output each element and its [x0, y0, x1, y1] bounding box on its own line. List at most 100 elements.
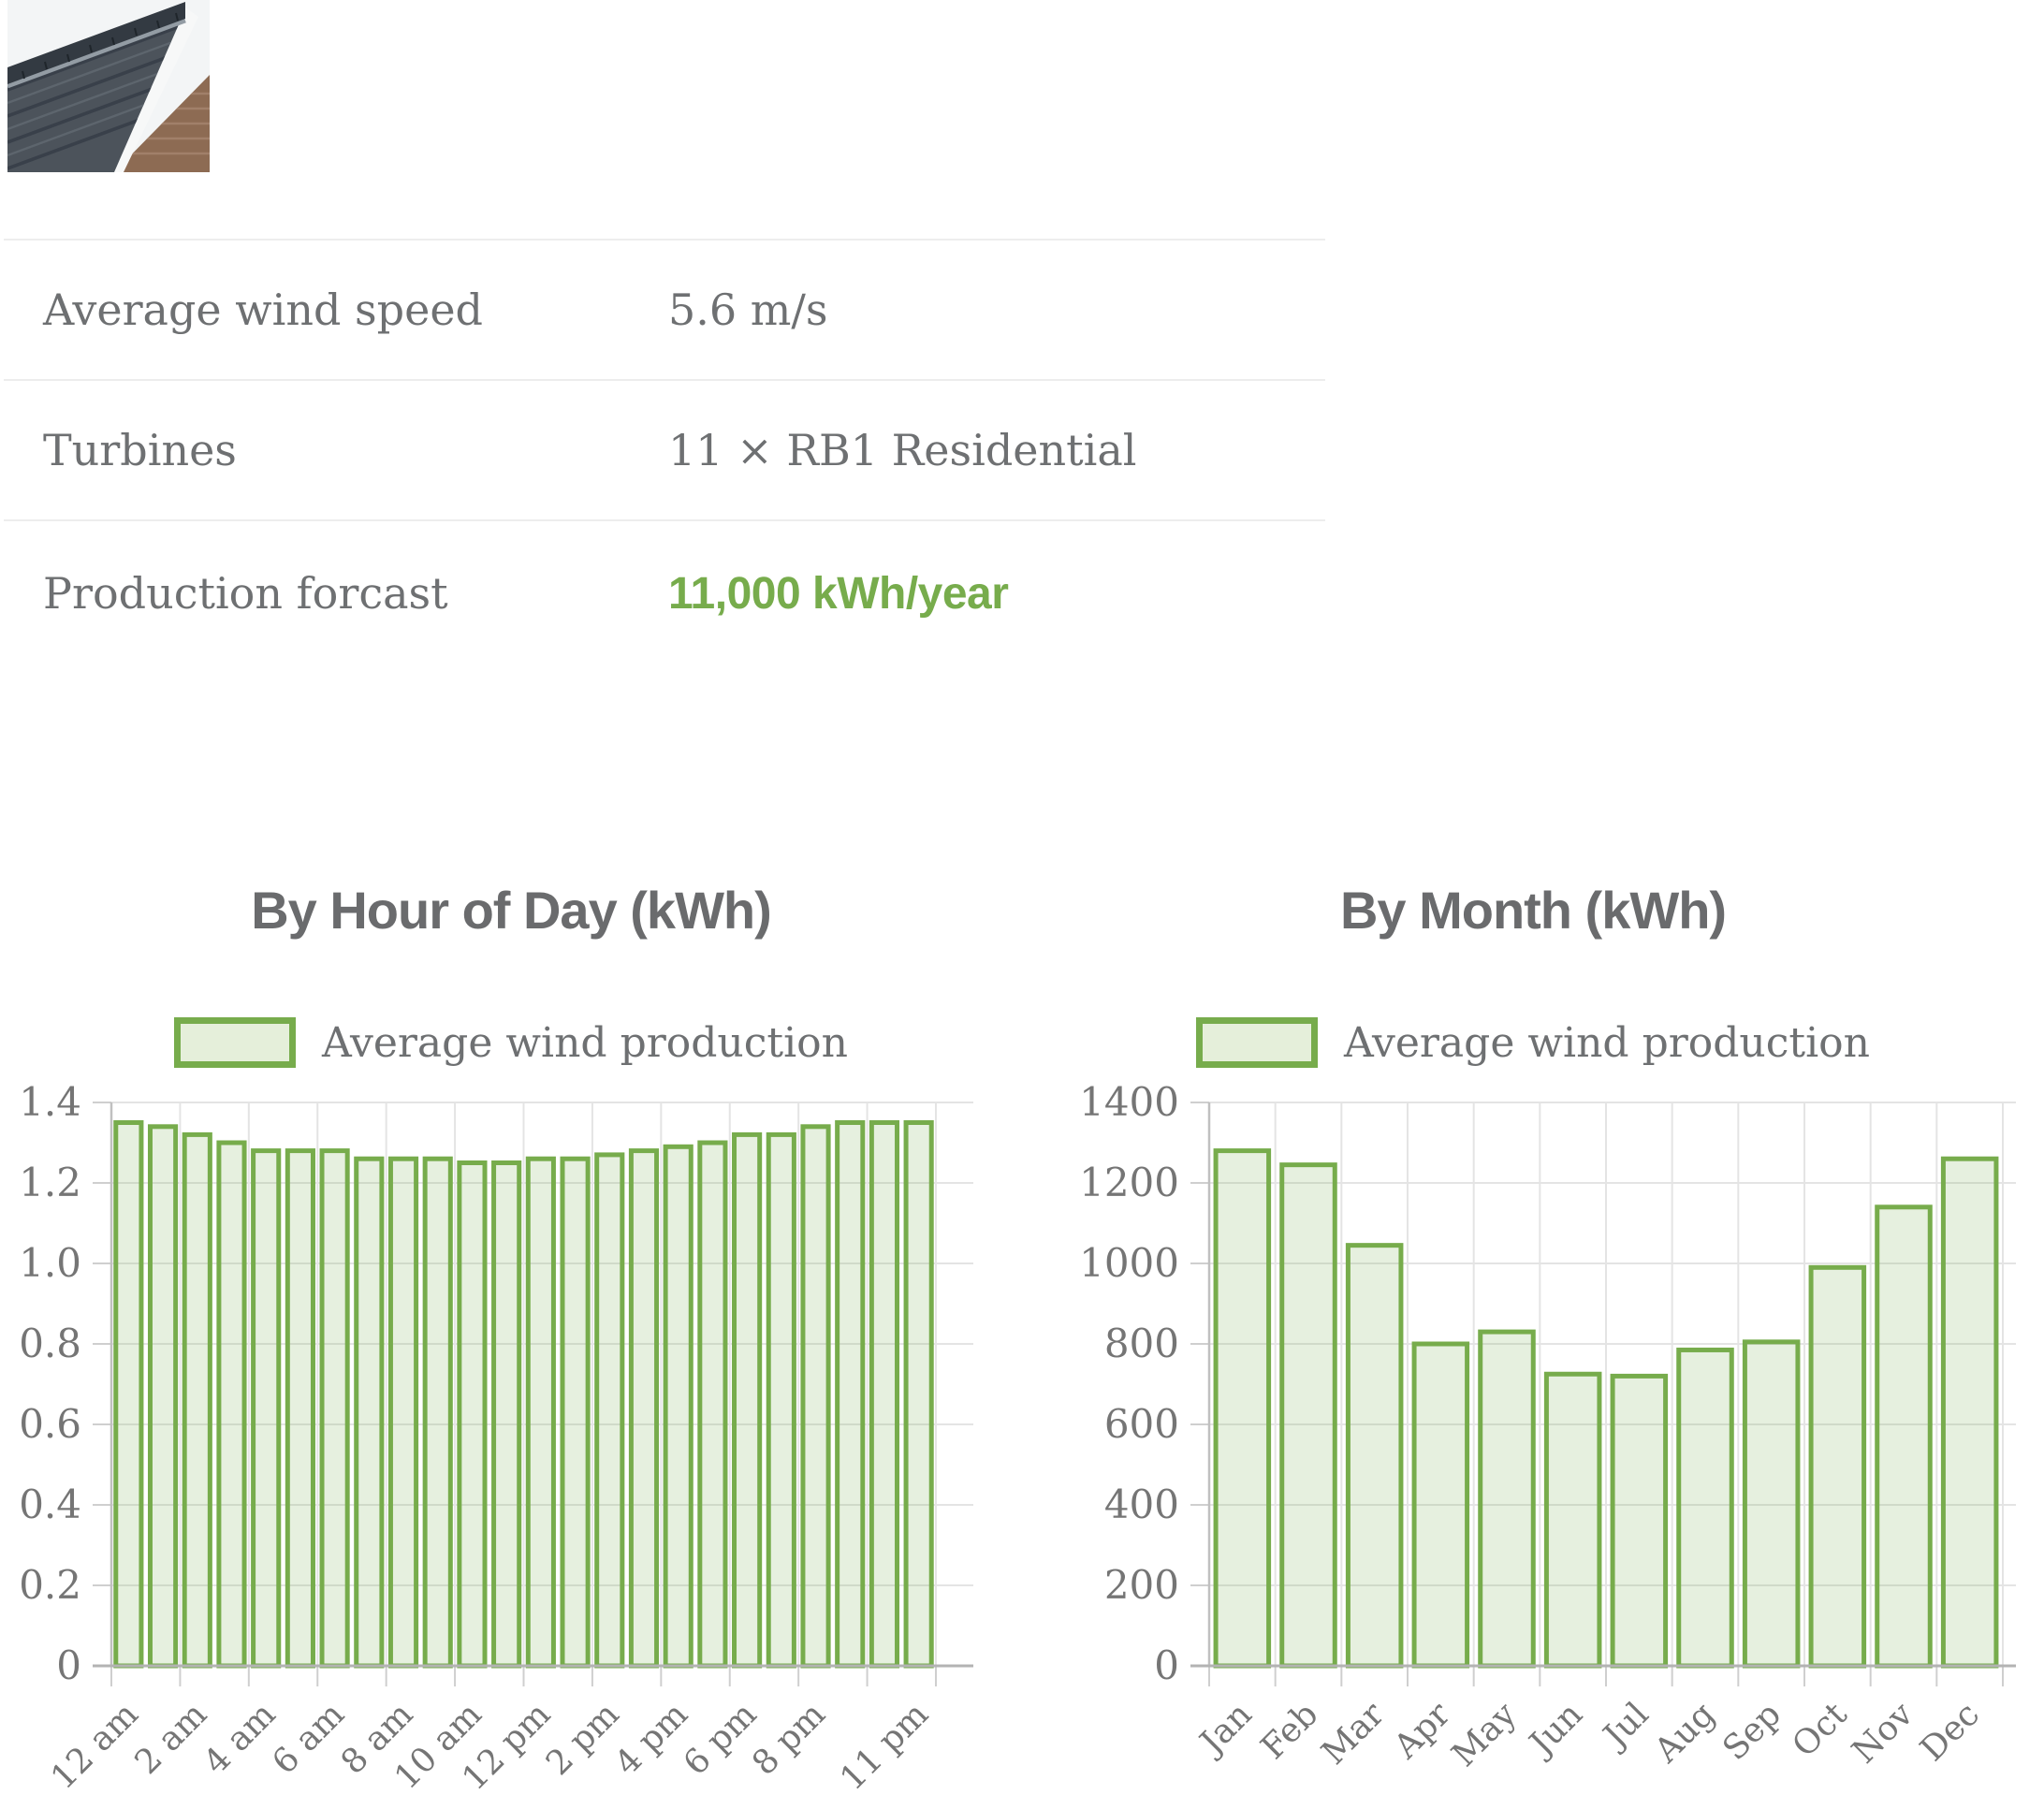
- bar: [628, 1148, 660, 1669]
- bar: [1808, 1264, 1867, 1669]
- bar: [1478, 1329, 1536, 1669]
- legend-label: Average wind production: [1344, 1018, 1870, 1067]
- bar: [800, 1124, 831, 1669]
- bar: [147, 1124, 179, 1669]
- x-tick-label: Oct: [1785, 1695, 1855, 1765]
- bar: [1875, 1204, 1933, 1669]
- bar: [525, 1156, 556, 1669]
- legend-by-month[interactable]: Average wind production: [1022, 1011, 2044, 1074]
- ridge-turbine-units: [7, 2, 186, 89]
- bar: [560, 1156, 591, 1669]
- bar: [1543, 1371, 1602, 1669]
- y-tick-label: 1.2: [19, 1160, 81, 1205]
- bar: [354, 1156, 385, 1669]
- x-tick-label: 12 am: [44, 1695, 146, 1795]
- y-tick-label: 0.8: [19, 1321, 81, 1366]
- bar: [1610, 1373, 1669, 1669]
- chart-title-by-month: By Month (kWh): [1339, 881, 1727, 940]
- bar: [1213, 1148, 1272, 1669]
- y-tick-label: 1400: [1079, 1079, 1179, 1125]
- bar: [1411, 1341, 1470, 1669]
- y-tick-label: 800: [1104, 1321, 1179, 1366]
- bar: [766, 1131, 796, 1669]
- spec-label: Average wind speed: [43, 285, 483, 335]
- bar: [491, 1160, 522, 1669]
- bar: [1676, 1347, 1734, 1669]
- bar: [903, 1120, 934, 1669]
- bar: [387, 1156, 419, 1669]
- y-tick-label: 400: [1104, 1481, 1179, 1527]
- spec-label: Production forcast: [43, 568, 448, 619]
- bar-chart-by-hour: 1.4 1.2 1.0 0.8 0.6 0.4 0.2 0 12 am2 am4 am6 am 8…: [19, 1079, 973, 1795]
- table-row-turbines: Turbines 11 × RB1 Residential: [4, 379, 1325, 519]
- spec-label: Turbines: [43, 425, 237, 475]
- bar-chart-by-month: 1400 1200 1000 800 600 400 200 0JanFebMarAprMay…: [1079, 1079, 2016, 1774]
- x-tick-label: Jul: [1594, 1695, 1657, 1758]
- bar: [319, 1148, 350, 1669]
- bar: [869, 1120, 900, 1669]
- y-tick-label: 0: [1154, 1642, 1179, 1688]
- legend-swatch: [1196, 1017, 1318, 1068]
- x-tick-label: 4 pm: [607, 1695, 695, 1783]
- chart-by-month-block: By Month (kWh) Average wind production 1…: [1022, 880, 2044, 1795]
- bar: [285, 1148, 315, 1669]
- legend-by-hour[interactable]: Average wind production: [0, 1011, 1022, 1074]
- x-tick-label: 6 am: [265, 1695, 352, 1782]
- table-row-production-forecast: Production forcast 11,000 kWh/year: [4, 519, 1325, 665]
- chart-title-by-hour: By Hour of Day (kWh): [251, 881, 772, 940]
- bar: [1742, 1339, 1801, 1669]
- x-tick-label: 4 am: [197, 1695, 284, 1782]
- x-tick-label: 11 pm: [833, 1695, 936, 1795]
- x-tick-label: Jan: [1190, 1695, 1260, 1764]
- bar: [663, 1144, 694, 1669]
- y-tick-label: 0.2: [19, 1562, 81, 1608]
- y-tick-label: 1200: [1079, 1160, 1179, 1205]
- charts-section: By Hour of Day (kWh) Average wind produc…: [0, 880, 2044, 1795]
- bar: [113, 1120, 144, 1669]
- bar: [594, 1152, 625, 1669]
- spec-value: 11 × RB1 Residential: [668, 425, 1137, 475]
- x-tick-label: 2 am: [128, 1695, 215, 1782]
- spec-value: 5.6 m/s: [668, 285, 828, 335]
- roof-photo: [7, 0, 210, 172]
- legend-label: Average wind production: [322, 1018, 848, 1067]
- bar: [1940, 1156, 1999, 1669]
- y-tick-label: 0.4: [19, 1481, 81, 1527]
- production-forecast-value: 11,000 kWh/year: [668, 568, 1009, 619]
- chart-by-hour-block: By Hour of Day (kWh) Average wind produc…: [0, 880, 1022, 1795]
- y-tick-label: 200: [1104, 1562, 1179, 1608]
- x-tick-label: 2 pm: [539, 1695, 627, 1783]
- bar: [732, 1131, 763, 1669]
- x-tick-label: Dec: [1913, 1695, 1987, 1769]
- y-tick-label: 1000: [1079, 1240, 1179, 1286]
- x-tick-label: Sep: [1716, 1695, 1788, 1768]
- bar: [216, 1140, 247, 1669]
- x-tick-label: Mar: [1315, 1695, 1393, 1773]
- x-tick-label: Nov: [1845, 1695, 1920, 1771]
- x-tick-label: Jun: [1520, 1695, 1590, 1765]
- bar: [835, 1120, 866, 1669]
- table-row-wind-speed: Average wind speed 5.6 m/s: [4, 239, 1325, 379]
- specs-table: Average wind speed 5.6 m/s Turbines 11 ×…: [4, 239, 1325, 665]
- x-tick-label: 8 pm: [745, 1695, 833, 1783]
- bar: [457, 1160, 488, 1669]
- x-tick-label: Apr: [1386, 1695, 1458, 1767]
- bar: [1279, 1162, 1337, 1669]
- y-tick-label: 1.4: [19, 1079, 81, 1125]
- y-tick-label: 600: [1104, 1401, 1179, 1447]
- y-tick-label: 0: [56, 1642, 81, 1688]
- legend-swatch: [174, 1017, 296, 1068]
- bar: [697, 1140, 728, 1669]
- x-tick-label: May: [1445, 1695, 1525, 1774]
- bar: [422, 1156, 453, 1669]
- bar: [251, 1148, 282, 1669]
- x-tick-label: Aug: [1647, 1695, 1723, 1771]
- tiled-roof: [7, 9, 185, 172]
- y-tick-label: 1.0: [19, 1240, 81, 1286]
- x-tick-label: Feb: [1254, 1695, 1326, 1767]
- x-tick-label: 6 pm: [677, 1695, 765, 1783]
- bar: [1345, 1243, 1404, 1669]
- y-tick-label: 0.6: [19, 1401, 81, 1447]
- bar: [182, 1131, 212, 1669]
